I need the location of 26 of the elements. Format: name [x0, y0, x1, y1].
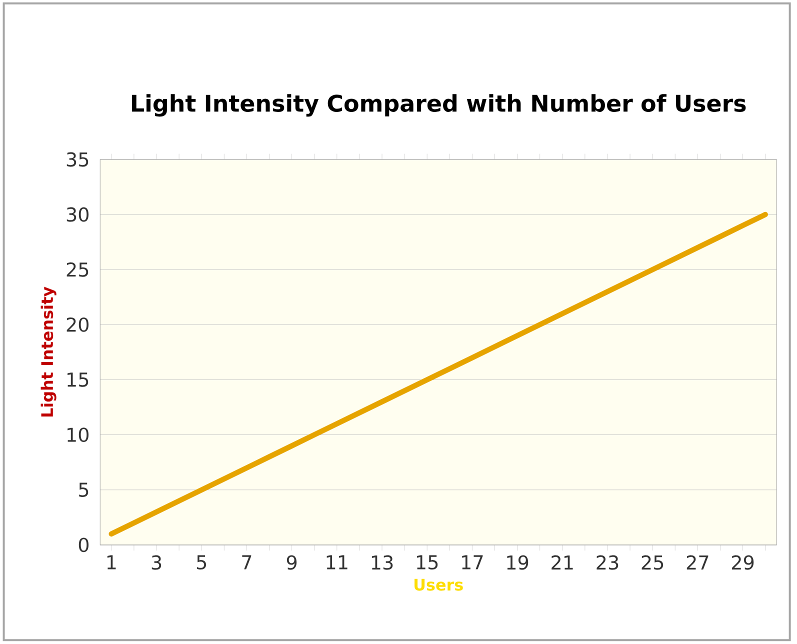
- y-tick-label: 15: [68, 372, 88, 387]
- x-tick-label: 3: [152, 555, 162, 570]
- x-tick-label: 25: [642, 555, 664, 570]
- y-tick-label: 20: [66, 317, 89, 332]
- x-tick-label: 29: [732, 555, 754, 570]
- x-tick-label: 15: [417, 555, 438, 570]
- x-tick-label: 27: [686, 555, 708, 570]
- x-tick-label: 11: [326, 555, 348, 570]
- y-tick-label: 25: [66, 262, 88, 277]
- x-tick-label: 23: [596, 555, 618, 570]
- x-tick-label: 5: [197, 555, 206, 570]
- y-tick-label: 5: [79, 482, 88, 497]
- y-axis-title: Light Intensity: [40, 286, 56, 417]
- chart-title: Light Intensity Compared with Number of Users: [132, 94, 746, 117]
- x-tick-label: 21: [552, 555, 573, 570]
- x-tick-label: 7: [242, 555, 252, 570]
- y-tick-label: 30: [66, 207, 89, 222]
- x-tick-label: 19: [507, 555, 528, 570]
- y-tick-label: 0: [78, 538, 89, 552]
- x-tick-label: 13: [372, 555, 393, 570]
- x-tick-label: 17: [462, 555, 483, 570]
- x-axis-title: Users: [414, 578, 463, 591]
- y-tick-label: 10: [68, 428, 89, 442]
- x-tick-label: 1: [107, 555, 116, 570]
- x-tick-label: 9: [286, 555, 297, 570]
- y-tick-label: 35: [66, 152, 88, 167]
